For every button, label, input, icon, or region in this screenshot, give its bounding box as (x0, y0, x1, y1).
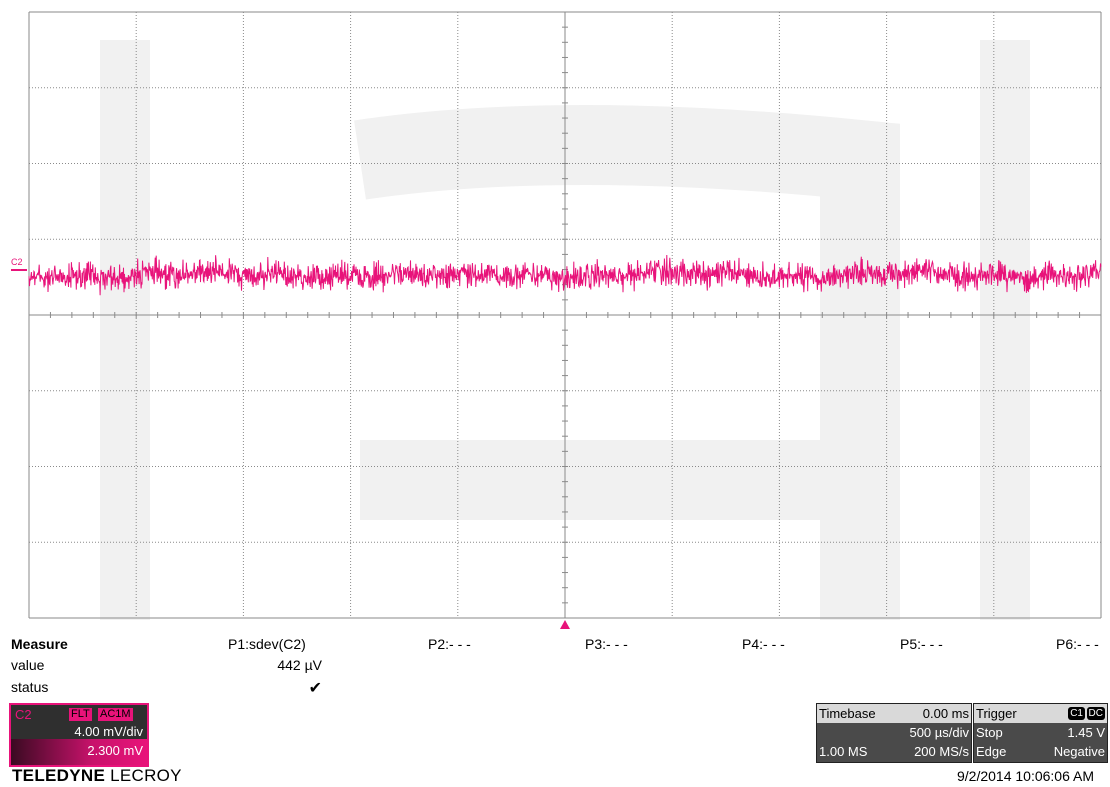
param-p6[interactable]: P6:- - - (1056, 636, 1099, 652)
channel-marker-label: C2 (11, 257, 23, 267)
channel-tag-coupling: AC1M (98, 708, 133, 721)
trigger-position-marker (560, 620, 570, 629)
channel-offset: 2.300 mV (87, 743, 143, 758)
measure-row-status-label: status (11, 679, 49, 695)
timebase-samples: 1.00 MS (819, 744, 868, 759)
brand-logo: TELEDYNE LECROY (12, 766, 182, 786)
timebase-rate: 200 MS/s (914, 744, 969, 759)
trigger-mode: Stop (976, 725, 1003, 740)
trigger-box[interactable]: Trigger C1 DC Stop 1.45 V Edge Negative (973, 703, 1108, 763)
channel-tag-flt: FLT (69, 708, 92, 721)
param-p5[interactable]: P5:- - - (900, 636, 943, 652)
background-logo-watermark (100, 40, 1030, 620)
c2-waveform-trace (28, 254, 1102, 296)
param-p2[interactable]: P2:- - - (428, 636, 471, 652)
channel-marker: C2 (11, 257, 27, 271)
datetime-stamp: 9/2/2014 10:06:06 AM (957, 768, 1094, 784)
timebase-tdiv: 500 µs/div (909, 725, 969, 740)
timebase-label: Timebase (819, 706, 876, 721)
param-p4[interactable]: P4:- - - (742, 636, 785, 652)
brand-bold: TELEDYNE (12, 766, 106, 785)
trigger-coupling-tag: DC (1086, 707, 1105, 720)
timebase-delay: 0.00 ms (922, 706, 969, 721)
channel-descriptor-box[interactable]: C2 FLT AC1M 4.00 mV/div 2.300 mV (9, 703, 149, 767)
channel-descriptor-gradient (11, 739, 147, 765)
brand-light: LECROY (105, 766, 182, 785)
trigger-source-tag: C1 (1068, 707, 1085, 720)
param-p1-status-check-icon: ✔ (308, 680, 322, 697)
param-p3[interactable]: P3:- - - (585, 636, 628, 652)
channel-descriptor-name: C2 (15, 707, 32, 722)
trigger-level: 1.45 V (1067, 725, 1105, 740)
param-p1[interactable]: P1:sdev(C2) (228, 636, 306, 652)
waveform-area (28, 254, 1102, 296)
trigger-slope: Negative (1053, 744, 1105, 759)
graticule (28, 11, 1102, 619)
trigger-type: Edge (976, 744, 1007, 759)
timebase-box[interactable]: Timebase 0.00 ms 500 µs/div 1.00 MS 200 … (816, 703, 972, 763)
trigger-label: Trigger (976, 706, 1017, 721)
measure-title: Measure (11, 636, 68, 652)
param-p1-value: 442 µV (277, 657, 322, 673)
measure-row-value-label: value (11, 657, 45, 673)
channel-vdiv: 4.00 mV/div (74, 724, 143, 739)
